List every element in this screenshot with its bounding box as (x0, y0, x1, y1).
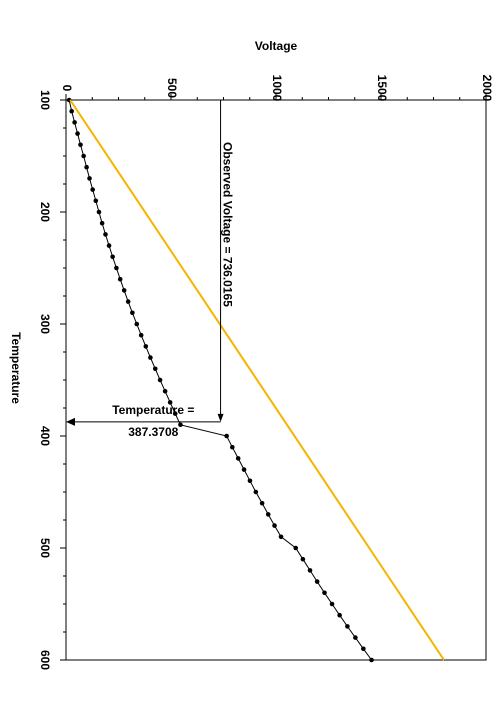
voltage-data-point (369, 657, 374, 663)
voltage-data-point (84, 164, 89, 170)
temperature-tick-label: 200 (38, 202, 52, 222)
voltage-data-point (241, 467, 247, 472)
temperature-tick-label: 500 (38, 538, 52, 558)
voltage-data-point (114, 265, 119, 271)
voltage-data-point (143, 344, 149, 349)
linear-fit-line (69, 99, 445, 661)
voltage-data-point (93, 198, 99, 204)
temperature-tick-label: 400 (38, 426, 52, 446)
voltage-data-point (125, 299, 131, 304)
voltage-data-point (322, 590, 327, 596)
series-layer (66, 97, 445, 663)
voltage-data-point (253, 489, 259, 495)
voltage-data-point (72, 120, 77, 125)
voltage-data-point (361, 646, 366, 652)
voltage-data-point (138, 332, 144, 338)
voltage-data-point (224, 433, 229, 439)
voltage-data-point (96, 209, 102, 215)
voltage-data-point (110, 254, 115, 260)
voltage-data-point (152, 366, 158, 372)
voltage-data-point (345, 624, 350, 629)
temperature-arrow-head (66, 417, 75, 426)
temperature-tick-label: 600 (38, 650, 52, 670)
temperature-tick-label: 300 (38, 314, 52, 334)
voltage-data-point (272, 523, 277, 528)
voltage-tick-label: 0 (60, 85, 74, 92)
voltage-data-point (235, 456, 241, 461)
voltage-data-point (121, 288, 127, 293)
temperature-label-line1: Temperature = (112, 403, 194, 417)
plot-frame (65, 99, 487, 661)
voltage-data-point (230, 444, 235, 450)
voltage-tick-label: 500 (165, 78, 179, 98)
voltage-data-point (157, 377, 163, 383)
axes: 0 500 1000 1500 2000 100 200 300 400 500 600 (38, 75, 494, 671)
voltage-data-point (307, 568, 313, 573)
voltage-data-point (265, 512, 271, 517)
voltage-data-point (172, 411, 178, 416)
voltage-data-point (314, 579, 320, 584)
y-axis-title: Voltage (255, 39, 298, 53)
voltage-data-point (106, 243, 112, 248)
voltage-tick-label: 1000 (270, 75, 284, 102)
voltage-data-point (69, 108, 74, 114)
temperature-tick-label: 100 (38, 90, 52, 110)
voltage-data-point (162, 388, 168, 394)
temperature-label-line2: 387.3708 (128, 425, 178, 439)
voltage-data-point (90, 187, 95, 192)
voltage-data-point (167, 400, 173, 405)
voltage-tick-label: 2000 (480, 75, 494, 102)
voltage-data-point (134, 321, 140, 327)
voltage-data-point (99, 220, 105, 226)
voltage-data-point (81, 153, 86, 159)
voltage-data-point (148, 355, 153, 360)
voltage-data-point (300, 556, 306, 562)
voltage-data-point (75, 131, 80, 136)
annotation-layer: Observed Voltage = 736.0165 Temperature … (66, 100, 234, 439)
voltage-arrow-head (217, 413, 224, 422)
voltage-data-point (130, 310, 135, 316)
voltage-data-point (329, 601, 335, 607)
voltage-data-point (278, 534, 284, 540)
voltage-data-point (353, 635, 358, 640)
voltage-data-point (117, 276, 123, 282)
voltage-data-point (259, 500, 265, 506)
voltage-data-point (178, 422, 183, 428)
voltage-data-point (293, 545, 299, 551)
voltage-data-point (103, 232, 108, 237)
voltage-data-point (337, 612, 342, 618)
voltage-data-point (78, 142, 83, 148)
x-axis-title: Temperature (9, 332, 23, 404)
observed-voltage-label: Observed Voltage = 736.0165 (220, 142, 234, 307)
voltage-data-point (87, 176, 92, 181)
voltage-tick-label: 1500 (375, 75, 389, 102)
voltage-data-point (247, 478, 253, 484)
